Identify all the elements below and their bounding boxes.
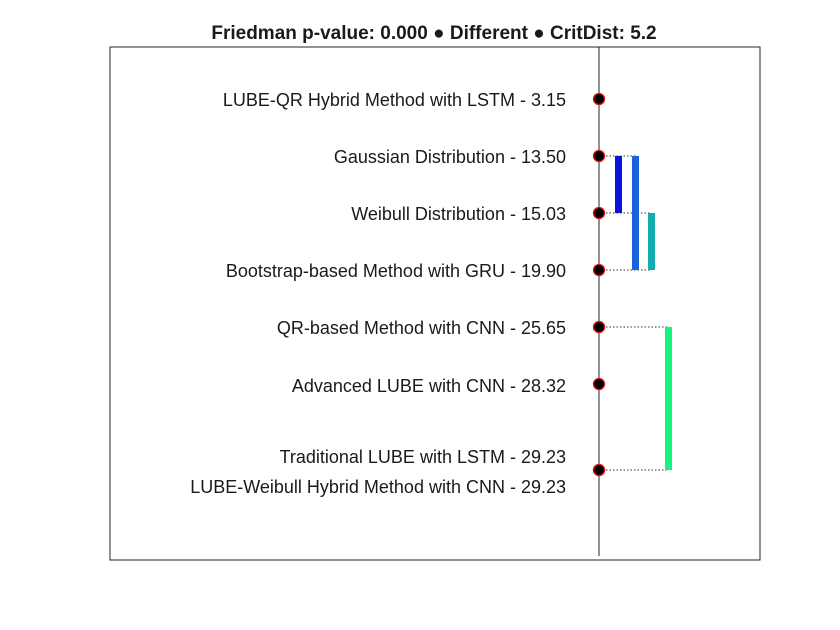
method-labels: LUBE-QR Hybrid Method with LSTM - 3.15 Ga… (190, 90, 566, 497)
method-label: Gaussian Distribution - 13.50 (334, 147, 566, 167)
plot-frame (109, 46, 761, 561)
rank-marker (592, 320, 606, 334)
rank-marker (592, 377, 606, 391)
chart-title: Friedman p-value: 0.000 ● Different ● Cr… (211, 23, 656, 44)
method-label: LUBE-QR Hybrid Method with LSTM - 3.15 (223, 90, 566, 110)
group-bar-4 (665, 327, 672, 470)
rank-marker (592, 206, 606, 220)
method-label: Advanced LUBE with CNN - 28.32 (292, 376, 566, 396)
rank-markers (592, 92, 606, 477)
group-bar-3 (648, 213, 655, 270)
method-label: Weibull Distribution - 15.03 (351, 204, 566, 224)
method-label: LUBE-Weibull Hybrid Method with CNN - 29… (190, 477, 566, 497)
rank-marker (592, 92, 606, 106)
rank-marker (592, 463, 606, 477)
group-bar-2 (632, 156, 639, 270)
rank-marker (592, 149, 606, 163)
method-label: Traditional LUBE with LSTM - 29.23 (280, 447, 566, 467)
group-bars (615, 156, 672, 470)
method-label: QR-based Method with CNN - 25.65 (277, 318, 566, 338)
group-bar-1 (615, 156, 622, 213)
method-label: Bootstrap-based Method with GRU - 19.90 (226, 261, 566, 281)
rank-marker (592, 263, 606, 277)
